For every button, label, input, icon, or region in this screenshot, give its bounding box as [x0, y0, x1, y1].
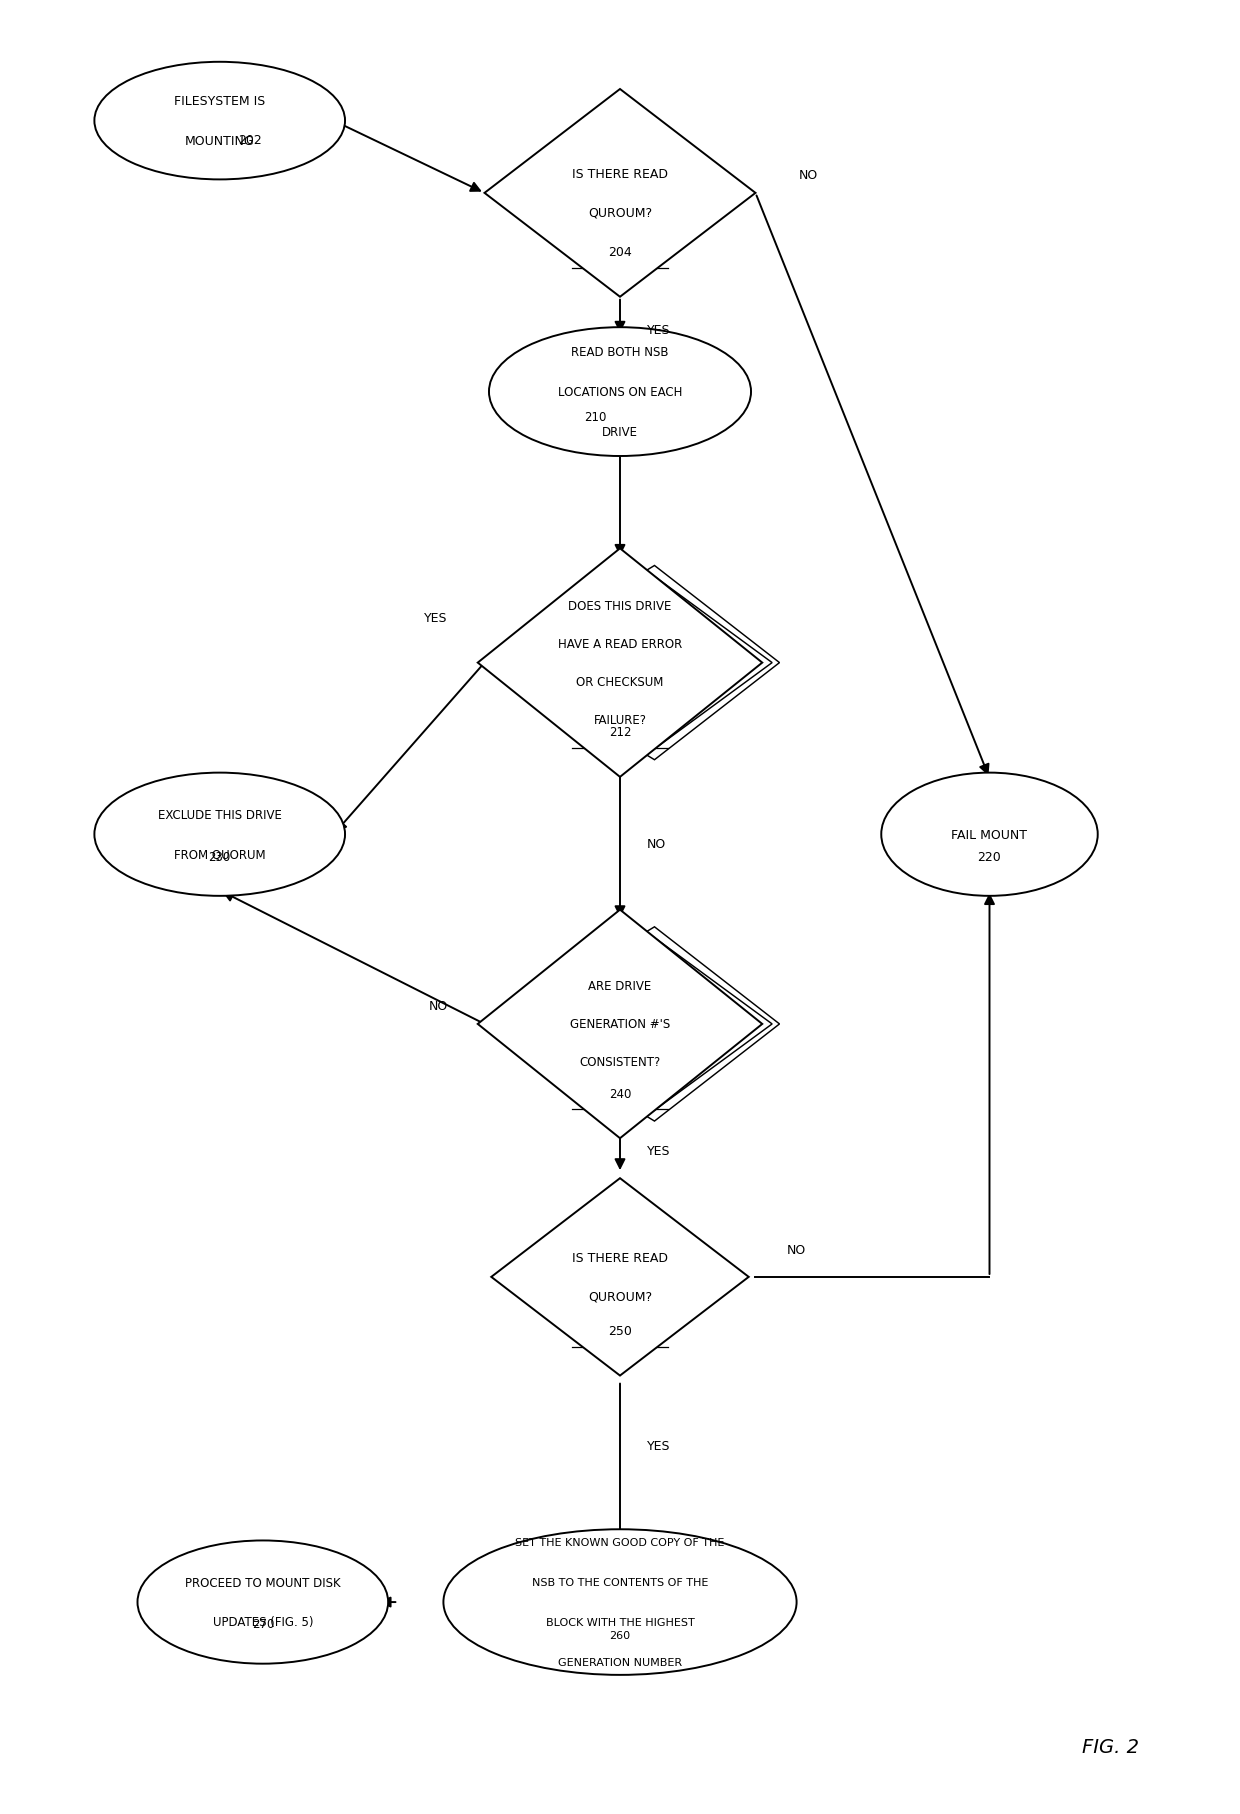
Text: NSB TO THE CONTENTS OF THE: NSB TO THE CONTENTS OF THE	[532, 1578, 708, 1587]
Text: CONSISTENT?: CONSISTENT?	[579, 1056, 661, 1068]
Polygon shape	[485, 91, 755, 297]
Polygon shape	[495, 927, 780, 1121]
Polygon shape	[491, 1179, 749, 1375]
Text: 204: 204	[608, 247, 632, 259]
Text: PROCEED TO MOUNT DISK: PROCEED TO MOUNT DISK	[185, 1576, 341, 1589]
Text: DRIVE: DRIVE	[601, 426, 639, 439]
Text: UPDATES (FIG. 5): UPDATES (FIG. 5)	[212, 1616, 312, 1629]
Text: 212: 212	[609, 726, 631, 738]
Text: 230: 230	[208, 851, 231, 863]
Text: YES: YES	[647, 1439, 671, 1451]
Text: EXCLUDE THIS DRIVE: EXCLUDE THIS DRIVE	[157, 809, 281, 822]
Text: NO: NO	[428, 1000, 448, 1012]
Ellipse shape	[94, 63, 345, 180]
Ellipse shape	[489, 328, 751, 457]
Text: FILESYSTEM IS: FILESYSTEM IS	[174, 94, 265, 109]
Text: OR CHECKSUM: OR CHECKSUM	[577, 675, 663, 689]
Text: HAVE A READ ERROR: HAVE A READ ERROR	[558, 639, 682, 651]
Text: NO: NO	[799, 169, 818, 181]
Text: IS THERE READ: IS THERE READ	[572, 169, 668, 181]
Text: MOUNTING: MOUNTING	[185, 134, 254, 149]
Text: 260: 260	[609, 1631, 631, 1640]
Text: DOES THIS DRIVE: DOES THIS DRIVE	[568, 600, 672, 613]
Polygon shape	[495, 566, 780, 760]
Polygon shape	[477, 911, 763, 1139]
Text: IS THERE READ: IS THERE READ	[572, 1252, 668, 1264]
Text: 270: 270	[252, 1618, 274, 1631]
Text: FROM QUORUM: FROM QUORUM	[174, 849, 265, 862]
Text: 250: 250	[608, 1324, 632, 1337]
Ellipse shape	[94, 773, 345, 896]
Text: NO: NO	[647, 838, 666, 851]
Text: YES: YES	[424, 611, 448, 624]
Text: ARE DRIVE: ARE DRIVE	[588, 980, 652, 992]
Text: FAILURE?: FAILURE?	[594, 713, 646, 727]
Text: QUROUM?: QUROUM?	[588, 207, 652, 219]
Text: SET THE KNOWN GOOD COPY OF THE: SET THE KNOWN GOOD COPY OF THE	[516, 1538, 724, 1547]
Polygon shape	[477, 550, 763, 778]
Text: QUROUM?: QUROUM?	[588, 1290, 652, 1302]
Text: YES: YES	[647, 1145, 671, 1157]
Text: 220: 220	[977, 851, 1002, 863]
Polygon shape	[487, 566, 773, 760]
Ellipse shape	[138, 1540, 388, 1663]
Text: 202: 202	[238, 134, 263, 147]
Ellipse shape	[444, 1529, 796, 1674]
Text: 240: 240	[609, 1087, 631, 1099]
Text: YES: YES	[647, 323, 671, 337]
Text: 210: 210	[584, 410, 606, 423]
Text: NO: NO	[786, 1244, 806, 1257]
Text: BLOCK WITH THE HIGHEST: BLOCK WITH THE HIGHEST	[546, 1616, 694, 1627]
Text: GENERATION #'S: GENERATION #'S	[570, 1018, 670, 1030]
Text: GENERATION NUMBER: GENERATION NUMBER	[558, 1656, 682, 1667]
Text: FIG. 2: FIG. 2	[1081, 1738, 1138, 1756]
Text: READ BOTH NSB: READ BOTH NSB	[572, 346, 668, 359]
Text: LOCATIONS ON EACH: LOCATIONS ON EACH	[558, 386, 682, 399]
Polygon shape	[487, 927, 773, 1121]
Text: FAIL MOUNT: FAIL MOUNT	[951, 829, 1028, 842]
Ellipse shape	[882, 773, 1097, 896]
